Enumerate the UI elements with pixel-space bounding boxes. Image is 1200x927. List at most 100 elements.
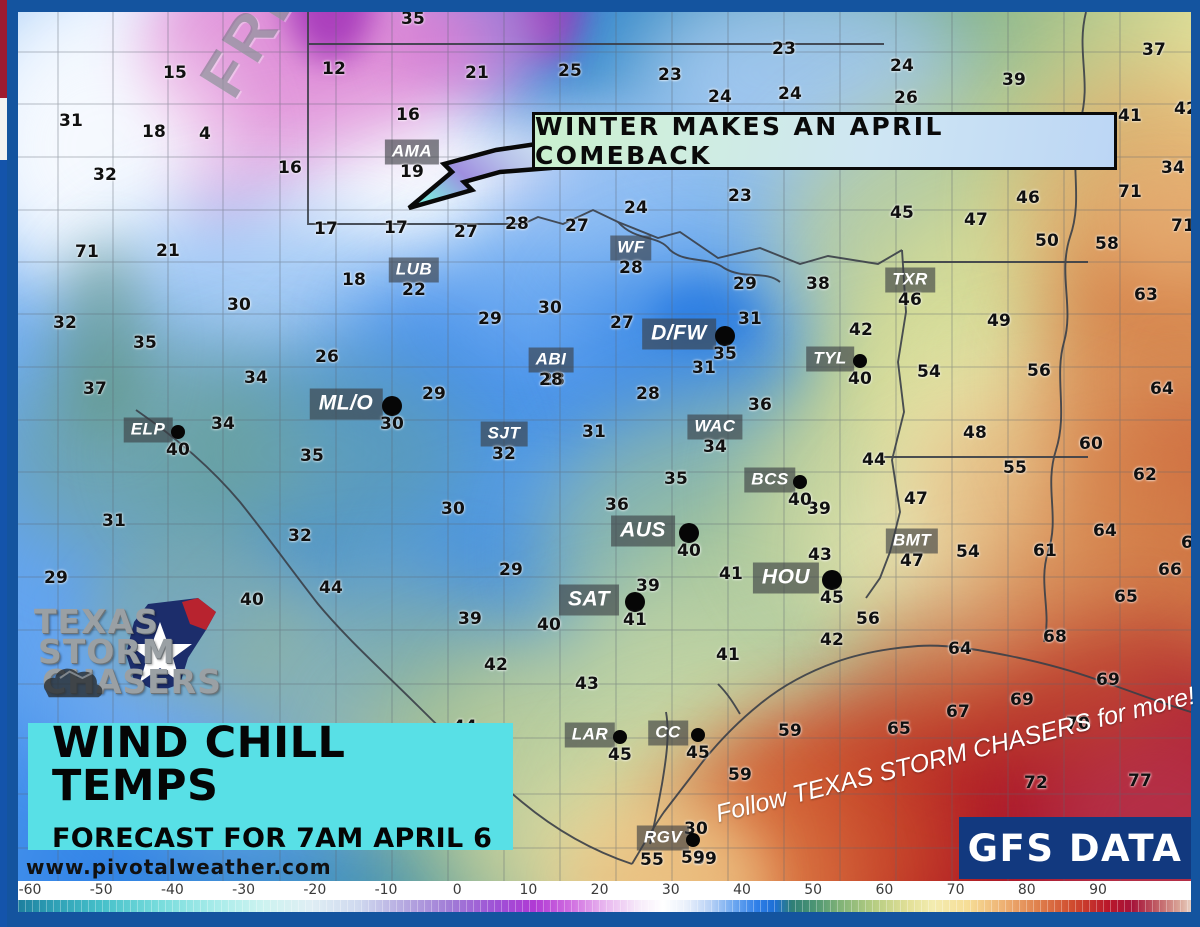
- temp-value: 71: [1170, 216, 1191, 236]
- temp-value: 31: [101, 511, 127, 531]
- temp-value: 12: [321, 59, 347, 79]
- temp-value: 31: [58, 111, 84, 131]
- colorbar-tick-label: 90: [1089, 882, 1107, 898]
- temp-value: 29: [477, 309, 503, 329]
- temp-value: 54: [955, 542, 981, 562]
- temp-value: 17: [383, 218, 409, 238]
- title-main: WIND CHILL TEMPS: [52, 717, 346, 811]
- temp-value: 28: [540, 370, 566, 390]
- city-code: CC: [648, 720, 688, 746]
- temp-value: 38: [805, 274, 831, 294]
- city-code: BMT: [885, 528, 939, 554]
- temp-value: 26: [893, 88, 919, 108]
- logo-line-2: STORM: [38, 632, 176, 671]
- temp-value: 31: [737, 309, 763, 329]
- temp-value: 24: [777, 84, 803, 104]
- city-label-wac: WAC: [687, 414, 743, 440]
- left-edge-strip: [0, 0, 7, 927]
- city-code: LAR: [564, 722, 616, 748]
- data-source-label: GFS DATA: [967, 826, 1183, 870]
- temp-value: 24: [707, 87, 733, 107]
- temp-value: 28: [635, 384, 661, 404]
- title-card: WIND CHILL TEMPS FORECAST FOR 7AM APRIL …: [28, 717, 513, 852]
- temp-value: 29: [43, 568, 69, 588]
- city-label-tyl: TYL: [806, 346, 854, 372]
- station-temp-value: 32: [491, 444, 517, 464]
- temp-value: 64: [1092, 521, 1118, 541]
- temp-value: 70: [1065, 714, 1091, 734]
- temp-value: 36: [747, 395, 773, 415]
- temp-value: 31: [691, 358, 717, 378]
- temp-value: 60: [1078, 434, 1104, 454]
- city-code: TYL: [806, 346, 854, 372]
- colorbar-tick-label: 40: [733, 882, 751, 898]
- colorbar-tick-label: -20: [303, 882, 327, 898]
- city-label-sjt: SJT: [480, 421, 528, 447]
- temp-value: 41: [1117, 106, 1143, 126]
- city-code: RGV: [636, 825, 690, 851]
- city-label-bcs: BCS: [744, 467, 796, 493]
- temp-value: 61: [1032, 541, 1058, 561]
- temp-value: 49: [986, 311, 1012, 331]
- colorbar-tick-label: 0: [452, 882, 462, 898]
- temp-value: 30: [440, 499, 466, 519]
- city-label-txr: TXR: [885, 267, 935, 293]
- city-code: HOU: [752, 562, 820, 594]
- temp-value: 63: [1133, 285, 1159, 305]
- temp-value: 34: [1160, 158, 1186, 178]
- colorbar-tick-label: 80: [1017, 882, 1036, 898]
- temp-value: 65: [1180, 533, 1191, 553]
- temp-value: 32: [287, 526, 313, 546]
- temp-value: 17: [313, 219, 339, 239]
- city-label-wf: WF: [610, 235, 652, 261]
- temp-value: 40: [239, 590, 265, 610]
- temp-value: 65: [1113, 587, 1139, 607]
- city-code: LUB: [388, 257, 440, 283]
- city-code: D/FW: [642, 318, 716, 350]
- temp-value: 41: [715, 645, 741, 665]
- city-label-lub: LUB: [388, 257, 440, 283]
- temp-value: 29: [421, 384, 447, 404]
- temp-value: 4: [198, 124, 212, 144]
- temp-value: 41: [718, 564, 744, 584]
- temp-value: 24: [623, 198, 649, 218]
- temp-value: 59: [777, 721, 803, 741]
- temp-value: 35: [663, 469, 689, 489]
- city-label-elp: ELP: [123, 417, 173, 443]
- station-temp-value: 45: [819, 588, 845, 608]
- station-marker: [822, 570, 842, 590]
- temp-value: 18: [141, 122, 167, 142]
- city-label-hou: HOU: [752, 562, 820, 594]
- temp-value: 56: [1026, 361, 1052, 381]
- temp-value: 35: [400, 12, 426, 29]
- station-marker: [625, 592, 645, 612]
- temp-value: 44: [318, 578, 344, 598]
- station-temp-value: 34: [702, 437, 728, 457]
- station-marker: [171, 425, 185, 439]
- temp-value: 23: [771, 39, 797, 59]
- temp-value: 56: [855, 609, 881, 629]
- station-temp-value: 28: [538, 370, 564, 390]
- station-temp-value: 40: [787, 490, 813, 510]
- temp-value: 50: [1034, 231, 1060, 251]
- colorbar-tick-label: 50: [804, 882, 823, 898]
- temp-value: 21: [464, 63, 490, 83]
- city-label-lar: LAR: [564, 722, 616, 748]
- temp-value: 71: [1117, 182, 1143, 202]
- temp-value: 64: [947, 639, 973, 659]
- temp-value: 40: [536, 615, 562, 635]
- colorbar-tick-label: 30: [661, 882, 680, 898]
- temp-value: 16: [395, 105, 421, 125]
- logo-storm-cloud-icon: [43, 668, 103, 698]
- city-code: WF: [610, 235, 652, 261]
- temp-value: 34: [243, 368, 269, 388]
- temp-value: 42: [483, 655, 509, 675]
- station-temp-value: 40: [676, 541, 702, 561]
- city-label-bmt: BMT: [885, 528, 939, 554]
- texas-storm-chasers-logo: TEXAS STORM CHASERS: [30, 596, 230, 706]
- colorbar-tick-label: -30: [232, 882, 256, 898]
- temp-value: 59: [692, 849, 718, 869]
- temp-value: 39: [635, 576, 661, 596]
- city-label-ml-o: ML/O: [309, 388, 383, 420]
